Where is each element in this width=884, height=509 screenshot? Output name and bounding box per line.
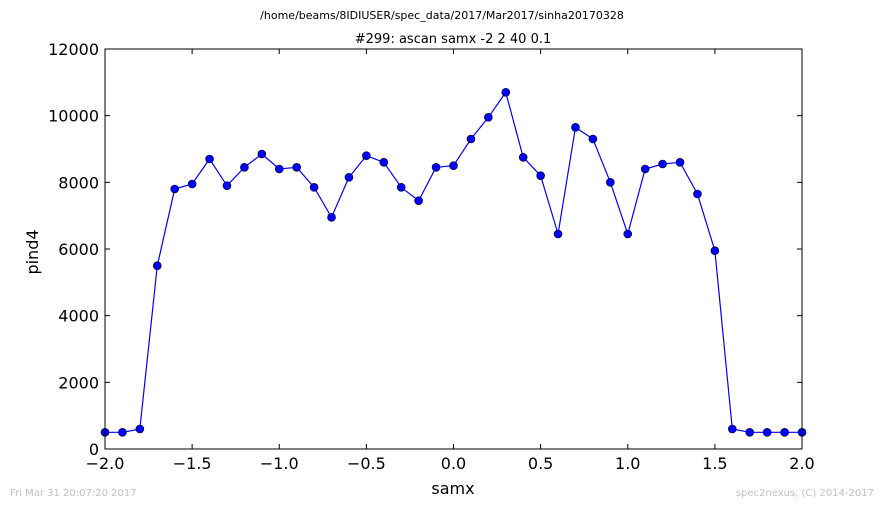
data-point [205, 154, 214, 164]
credit-label: spec2nexus, (C) 2014-2017 [735, 488, 874, 499]
y-tick-label: 10000 [48, 107, 99, 126]
data-point [693, 189, 702, 199]
data-point [553, 229, 563, 239]
data-point [466, 134, 476, 144]
file-path-label: /home/beams/8IDIUSER/spec_data/2017/Mar2… [260, 9, 624, 22]
data-point [571, 123, 580, 132]
data-point [623, 229, 633, 239]
data-point [344, 173, 354, 182]
y-tick-label: 8000 [58, 173, 99, 192]
data-point [327, 213, 336, 222]
x-tick-label: −0.5 [347, 454, 386, 473]
data-point [501, 88, 511, 97]
data-point [379, 158, 389, 167]
data-point [640, 164, 650, 174]
x-tick-label: 1.0 [615, 454, 640, 473]
data-point [274, 164, 284, 174]
data-point [257, 149, 267, 159]
ticks-layer: −2.0 −1.5 −1.0 −0.5 0.0 0.5 1.0 1.5 2.0 0 2000 4000… [48, 40, 815, 473]
y-axis-title: pind4 [23, 229, 42, 274]
data-point [292, 163, 301, 172]
data-point [658, 159, 667, 169]
data-point [170, 184, 179, 194]
data-point [588, 134, 598, 144]
data-point [118, 428, 127, 437]
data-point [518, 153, 528, 162]
x-tick-label: −1.0 [260, 454, 299, 473]
y-tick-label: 0 [89, 440, 99, 459]
data-point [431, 163, 441, 172]
data-point [362, 151, 371, 160]
data-point [484, 113, 493, 122]
data-point [309, 183, 319, 192]
series-line [105, 90, 802, 433]
y-tick-label: 6000 [58, 240, 99, 259]
y-tick-label: 2000 [58, 373, 99, 392]
data-point [536, 171, 545, 180]
data-point [710, 246, 720, 255]
data-point [449, 161, 458, 170]
chart-title: #299: ascan samx -2 2 40 0.1 [355, 32, 552, 47]
data-point [240, 163, 249, 172]
x-tick-label: 0.5 [528, 454, 553, 473]
data-point [780, 428, 789, 437]
x-tick-label: 0.0 [441, 454, 466, 473]
data-point [152, 261, 162, 270]
plot-frame [104, 48, 803, 450]
data-point [727, 424, 737, 434]
data-point [135, 424, 145, 434]
x-tick-label: 1.5 [702, 454, 727, 473]
data-point [222, 181, 232, 190]
timestamp-label: Fri Mar 31 20:07:20 2017 [10, 488, 137, 499]
y-tick-label: 4000 [58, 307, 99, 326]
data-point [745, 428, 755, 437]
x-axis-title: samx [431, 479, 474, 498]
x-tick-label: −2.0 [86, 454, 125, 473]
data-point [606, 178, 615, 187]
x-tick-label: 2.0 [789, 454, 814, 473]
data-point [187, 179, 197, 189]
data-point [762, 428, 772, 437]
data-point [675, 158, 685, 167]
data-point [414, 196, 423, 205]
series-layer [100, 88, 807, 437]
data-point [396, 183, 406, 192]
x-tick-label: −1.5 [173, 454, 212, 473]
y-tick-label: 12000 [48, 40, 99, 59]
